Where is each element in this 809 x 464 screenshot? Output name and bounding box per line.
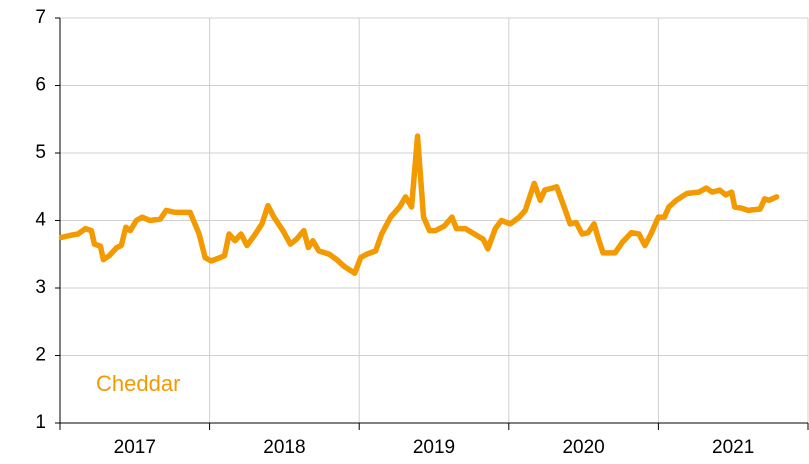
y-tick-label: 3 bbox=[35, 277, 46, 298]
x-category-label: 2020 bbox=[562, 437, 604, 458]
y-tick-label: 1 bbox=[35, 412, 46, 433]
x-category-label: 2021 bbox=[712, 437, 754, 458]
x-category-label: 2018 bbox=[263, 437, 305, 458]
y-tick-label: 5 bbox=[35, 142, 46, 163]
x-category-label: 2017 bbox=[114, 437, 156, 458]
x-category-label: 2019 bbox=[413, 437, 455, 458]
y-tick-label: 2 bbox=[35, 345, 46, 366]
legend-label: Cheddar bbox=[96, 371, 180, 396]
y-tick-label: 7 bbox=[35, 7, 46, 28]
y-tick-label: 6 bbox=[35, 75, 46, 96]
y-tick-label: 4 bbox=[35, 210, 46, 231]
series-line bbox=[58, 133, 780, 276]
